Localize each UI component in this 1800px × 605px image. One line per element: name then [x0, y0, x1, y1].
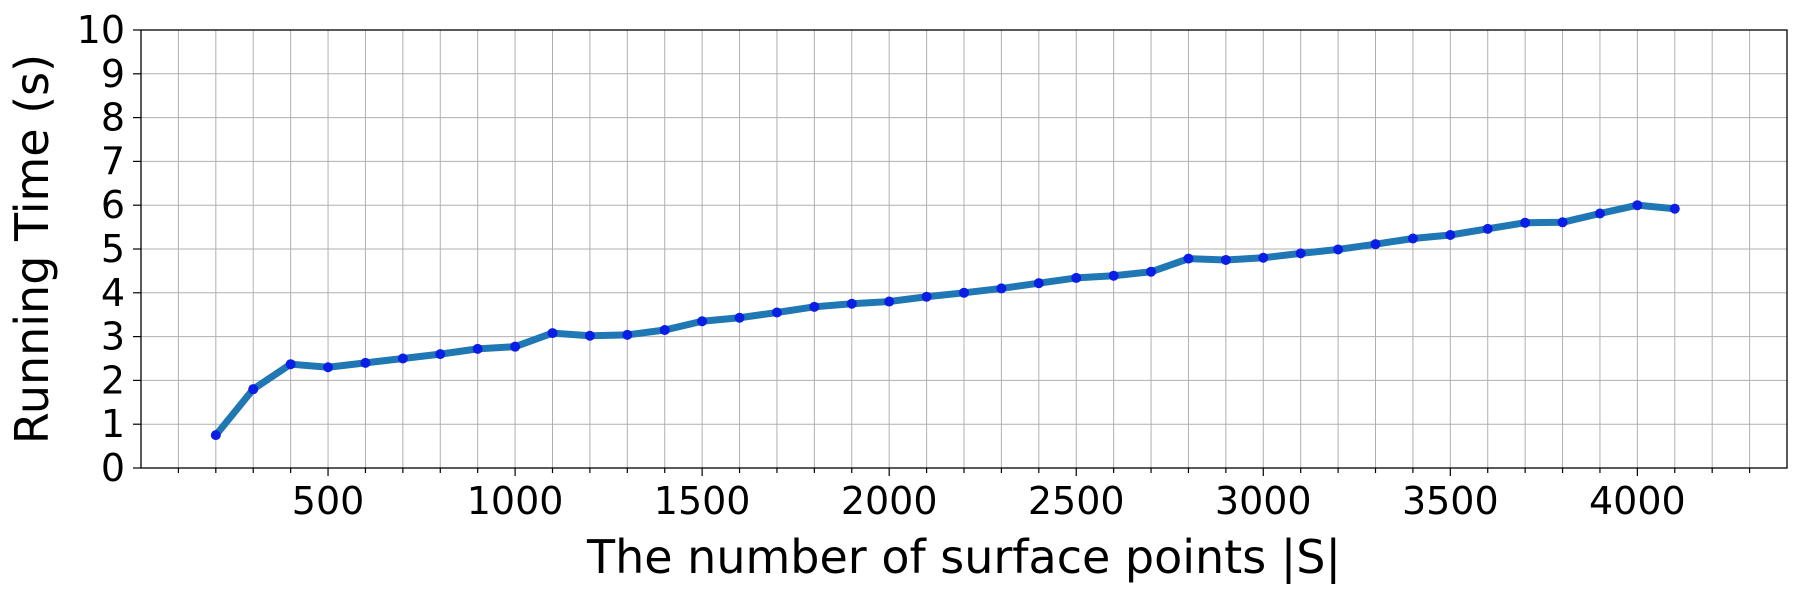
data-point [323, 362, 334, 373]
y-tick-label: 5 [101, 227, 125, 271]
x-tick-label: 1000 [467, 479, 564, 523]
data-point [360, 357, 371, 368]
data-point [846, 298, 857, 309]
data-point [285, 359, 296, 370]
data-point [884, 296, 895, 307]
data-point [1520, 217, 1531, 228]
x-tick-label: 3500 [1402, 479, 1499, 523]
data-point [397, 353, 408, 364]
data-point [1370, 239, 1381, 250]
data-point [1445, 229, 1456, 240]
series [210, 200, 1680, 441]
data-point [1333, 244, 1344, 255]
data-point [1258, 252, 1269, 263]
y-tick-label: 1 [101, 402, 125, 446]
data-point [1669, 203, 1680, 214]
x-tick-label: 500 [292, 479, 365, 523]
data-point [959, 287, 969, 298]
y-tick-label: 6 [101, 183, 125, 227]
data-point [1407, 233, 1418, 244]
grid [141, 30, 1787, 468]
x-tick-label: 2000 [841, 479, 938, 523]
data-point [809, 301, 820, 312]
x-tick-label: 2500 [1028, 479, 1125, 523]
data-point [622, 329, 633, 340]
data-point [996, 283, 1007, 294]
data-point [248, 384, 259, 395]
data-point [697, 316, 708, 327]
y-tick-label: 4 [101, 271, 125, 315]
data-point [435, 349, 446, 360]
y-tick-label: 2 [101, 358, 125, 402]
data-point [1108, 270, 1119, 281]
data-point [510, 341, 521, 352]
data-point [1632, 200, 1643, 211]
y-tick-label: 9 [101, 52, 125, 96]
data-point [1071, 272, 1082, 283]
data-point [472, 343, 483, 354]
data-point [584, 330, 595, 341]
data-point [1594, 208, 1605, 219]
data-point [1295, 248, 1306, 259]
x-tick-label: 3000 [1215, 479, 1312, 523]
data-point [659, 325, 670, 336]
y-tick-label: 7 [101, 139, 125, 183]
x-axis-title: The number of surface points |S| [586, 530, 1341, 585]
data-point [734, 312, 745, 323]
series-line [212, 201, 1679, 439]
data-point [921, 291, 932, 302]
data-point [1146, 266, 1157, 277]
y-axis-title: Running Time (s) [5, 54, 59, 444]
y-tick-label: 0 [101, 446, 125, 490]
x-tick-label: 4000 [1589, 479, 1686, 523]
data-point [1220, 254, 1231, 265]
y-tick-label: 8 [101, 96, 125, 140]
data-point [1033, 278, 1044, 289]
x-tick-label: 1500 [654, 479, 751, 523]
data-point [1557, 217, 1568, 228]
data-point [1183, 253, 1194, 264]
data-point [547, 328, 558, 339]
y-tick-label: 3 [101, 315, 125, 359]
data-point [210, 430, 221, 441]
data-point [1482, 223, 1493, 234]
y-tick-label: 10 [77, 8, 125, 52]
data-point [771, 307, 782, 318]
